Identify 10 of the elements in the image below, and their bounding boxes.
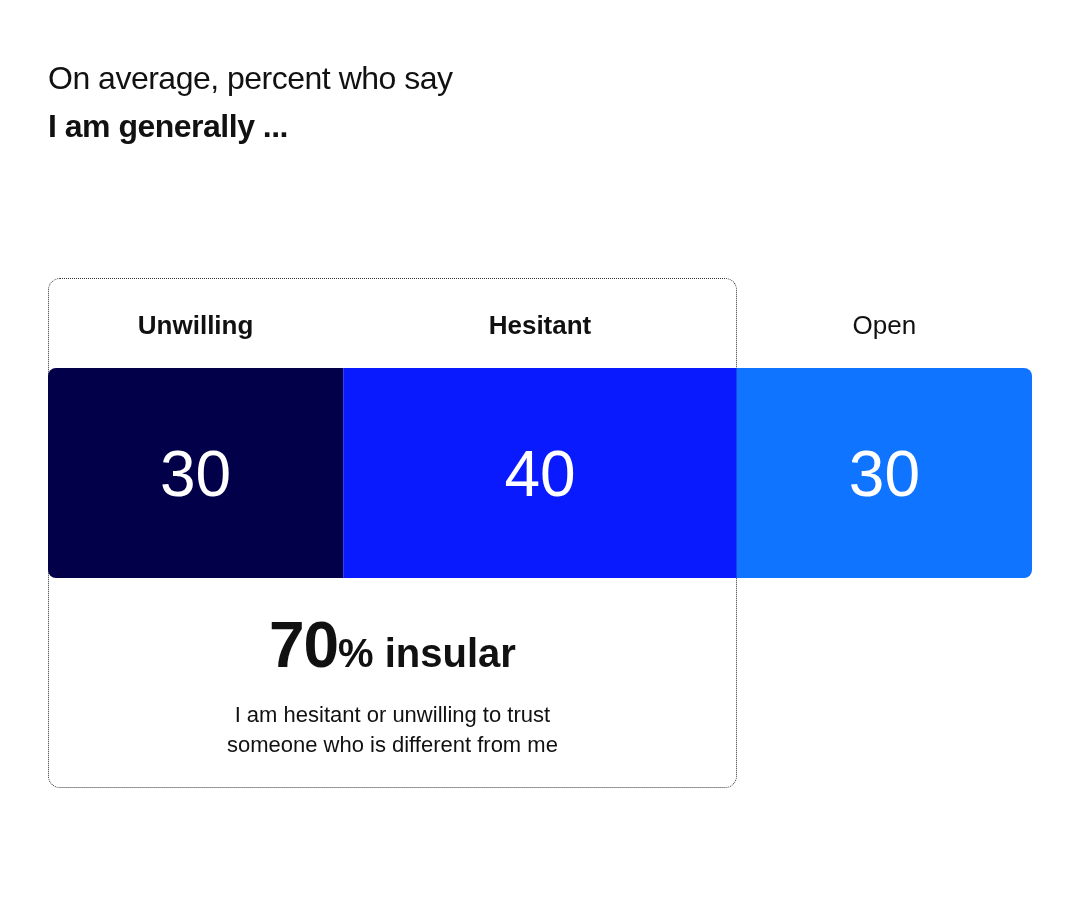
series-label: Hesitant <box>488 310 592 340</box>
data-label: 30 <box>848 437 920 510</box>
series-label: Unwilling <box>137 310 254 340</box>
data-label: 30 <box>160 437 232 510</box>
text: 70% insular <box>267 608 517 682</box>
series-label: Open <box>852 310 917 340</box>
chart-title: On average, percent who say <box>48 60 453 97</box>
chart-subtitle: I am generally ... <box>48 108 288 145</box>
text: I am hesitant or unwilling to trust someone who is different from me <box>225 701 559 759</box>
data-label: 40 <box>504 437 576 510</box>
